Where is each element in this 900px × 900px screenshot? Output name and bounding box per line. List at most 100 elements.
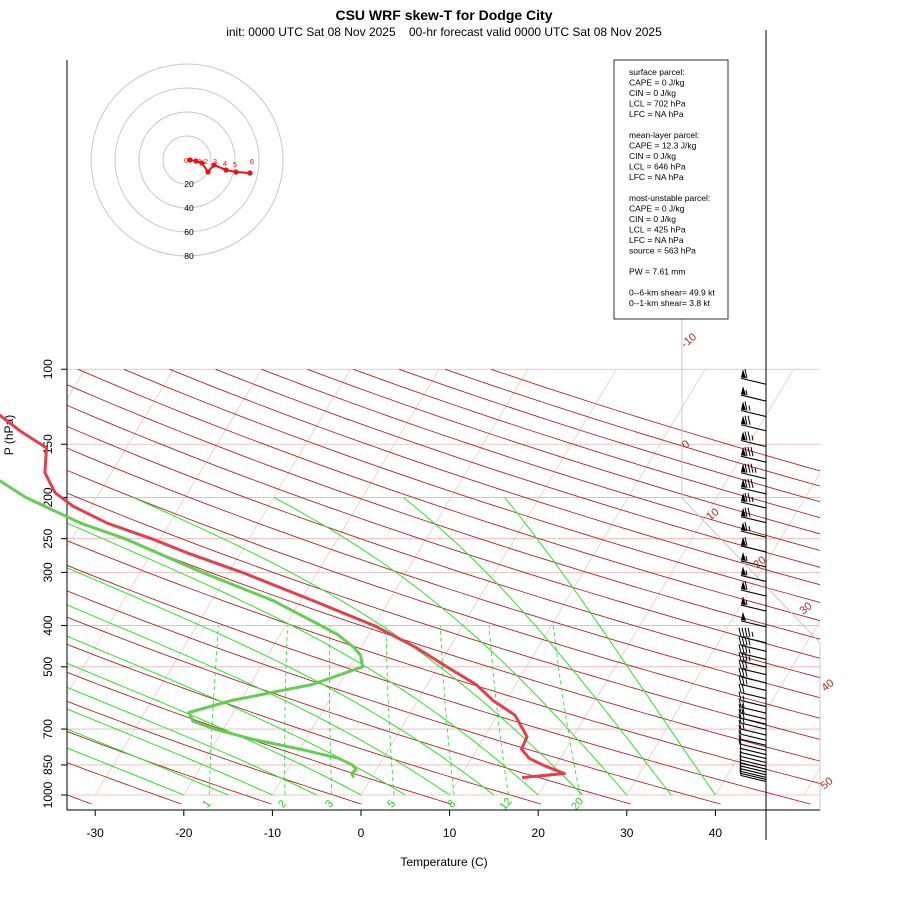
wind-barb-feather [747, 415, 751, 425]
dry-adiabat [67, 671, 452, 805]
wind-barb-flag [741, 447, 746, 457]
wind-barb-feather [747, 431, 751, 441]
y-tick-label: 700 [41, 719, 55, 739]
temperature-trace [0, 413, 566, 780]
dry-adiabat [261, 368, 820, 551]
moist-adiabat [402, 497, 672, 796]
mixing-ratio-line [329, 625, 333, 796]
dry-adiabat [490, 368, 820, 472]
wind-barb-half-feather [739, 751, 742, 757]
wind-barb-shaft [740, 770, 767, 778]
wind-barb-shaft [740, 530, 767, 538]
hodograph-height-label: 1 [198, 157, 202, 166]
wind-barb-shaft [740, 759, 767, 767]
wind-barb-feather [744, 522, 748, 532]
dry-adiabats [67, 368, 820, 805]
wind-barb-feather [747, 478, 751, 489]
mixing-ratio-label: 2 [276, 798, 289, 810]
wind-barb-shaft [740, 748, 767, 756]
isotherm-label: 50 [819, 775, 836, 792]
wind-barb-feather [744, 369, 748, 379]
dry-adiabat [67, 516, 820, 762]
wind-barb-feather [738, 652, 742, 662]
wind-barb-feather [750, 463, 754, 473]
y-tick-label: 150 [41, 434, 55, 454]
isotherm-line [537, 369, 794, 796]
wind-barb [740, 369, 767, 385]
dry-adiabat [169, 368, 820, 586]
background-grid [67, 368, 820, 796]
wind-barb-half-feather [739, 760, 742, 767]
wind-barb-feather [738, 735, 742, 745]
isotherm-label: 40 [820, 677, 837, 694]
chart-title: CSU WRF skew-T for Dodge City [335, 7, 552, 23]
wind-barb [738, 691, 767, 708]
dry-adiabat [67, 643, 542, 805]
wind-barb-half-feather [745, 570, 748, 576]
wind-barb-shaft [740, 683, 767, 691]
wind-barb [740, 580, 767, 597]
hodograph-ring-label: 80 [184, 251, 194, 261]
wind-barb [740, 415, 767, 432]
hodograph-point [205, 169, 211, 175]
wind-barb-shaft [740, 516, 767, 524]
wind-barb [738, 714, 767, 730]
wind-barb-feather [738, 675, 742, 685]
x-tick-label: 20 [532, 826, 546, 840]
info-box-line: surface parcel: [629, 67, 685, 77]
wind-barb-feather [744, 492, 748, 503]
mixing-ratio-label: 8 [445, 798, 458, 810]
wind-barb-feather [738, 703, 742, 714]
x-axis-label: Temperature (C) [400, 855, 487, 869]
wind-barb-feather [738, 627, 742, 637]
hodograph-ring [138, 111, 236, 209]
wind-barb-feather [738, 659, 742, 669]
wind-barb [739, 747, 767, 760]
dry-adiabat [67, 540, 820, 784]
wind-barb-flag [741, 478, 746, 488]
wind-barb-feather [750, 447, 754, 457]
wind-barb-feather [741, 703, 745, 714]
wind-barb-half-feather [748, 526, 751, 532]
wind-barb-flag [741, 522, 746, 532]
y-tick-label: 200 [41, 487, 55, 507]
info-box-line: 0--6-km shear= 49.9 kt [629, 288, 715, 298]
wind-barb-half-feather [739, 770, 742, 776]
wind-barb-flag [741, 386, 746, 396]
wind-barb-half-feather [751, 631, 754, 637]
wind-barb-shaft [740, 487, 767, 495]
wind-barb-feather [741, 644, 745, 654]
hodograph-point [223, 167, 229, 173]
wind-barb-shaft [740, 501, 767, 509]
info-box-frame [613, 59, 729, 320]
wind-barb [738, 725, 767, 741]
wind-barb-feather [744, 507, 748, 517]
info-box-line: LFC = NA hPa [629, 172, 684, 182]
isotherm-line [803, 767, 820, 796]
y-tick-label: 500 [41, 657, 55, 677]
dry-adiabat [398, 368, 820, 503]
isotherm-line [67, 369, 174, 548]
wind-barb [739, 751, 767, 764]
wind-barb-feather [750, 478, 754, 489]
wind-barb [739, 755, 767, 767]
hodograph-height-label: 2 [204, 157, 208, 166]
wind-barb-feather [741, 652, 745, 662]
moist-adiabat [67, 662, 362, 796]
hodograph-height-label: 6 [250, 157, 254, 166]
wind-barb [738, 730, 767, 746]
dry-adiabat [123, 368, 820, 603]
y-tick-label: 250 [41, 528, 55, 548]
wind-barb-feather [738, 667, 742, 678]
sounding-traces [0, 413, 566, 780]
wind-barb [738, 739, 767, 756]
wind-barb-shaft [740, 424, 767, 432]
wind-barb-feather [747, 627, 751, 637]
wind-barb-flag [741, 415, 746, 425]
dry-adiabat [67, 384, 820, 640]
wind-barb-half-feather [745, 389, 748, 396]
wind-barb-half-feather [745, 599, 748, 606]
wind-barb-shaft [740, 439, 767, 448]
wind-barb-shaft [740, 765, 767, 773]
